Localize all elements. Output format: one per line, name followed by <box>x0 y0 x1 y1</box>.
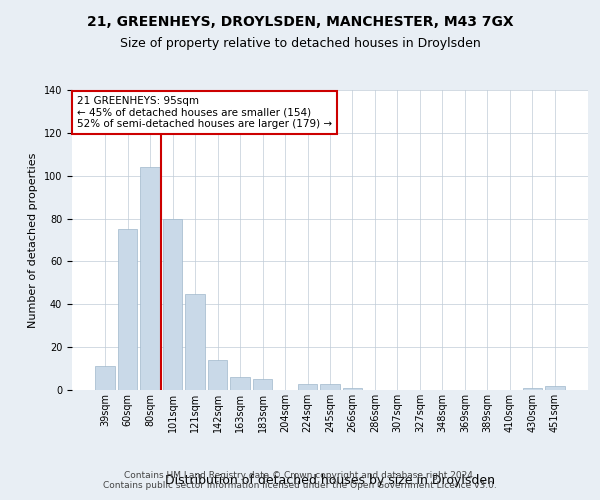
Bar <box>118 230 137 390</box>
Bar <box>95 366 115 390</box>
Text: Contains HM Land Registry data © Crown copyright and database right 2024.
Contai: Contains HM Land Registry data © Crown c… <box>103 470 497 490</box>
Bar <box>185 294 205 390</box>
Bar <box>298 384 317 390</box>
Bar <box>163 218 182 390</box>
Bar <box>523 388 542 390</box>
Bar <box>140 167 160 390</box>
Bar <box>230 377 250 390</box>
Text: 21 GREENHEYS: 95sqm
← 45% of detached houses are smaller (154)
52% of semi-detac: 21 GREENHEYS: 95sqm ← 45% of detached ho… <box>77 96 332 129</box>
Bar <box>343 388 362 390</box>
Y-axis label: Number of detached properties: Number of detached properties <box>28 152 38 328</box>
Bar <box>545 386 565 390</box>
Bar <box>253 380 272 390</box>
X-axis label: Distribution of detached houses by size in Droylsden: Distribution of detached houses by size … <box>165 474 495 487</box>
Text: Size of property relative to detached houses in Droylsden: Size of property relative to detached ho… <box>119 38 481 51</box>
Bar <box>208 360 227 390</box>
Text: 21, GREENHEYS, DROYLSDEN, MANCHESTER, M43 7GX: 21, GREENHEYS, DROYLSDEN, MANCHESTER, M4… <box>86 15 514 29</box>
Bar <box>320 384 340 390</box>
